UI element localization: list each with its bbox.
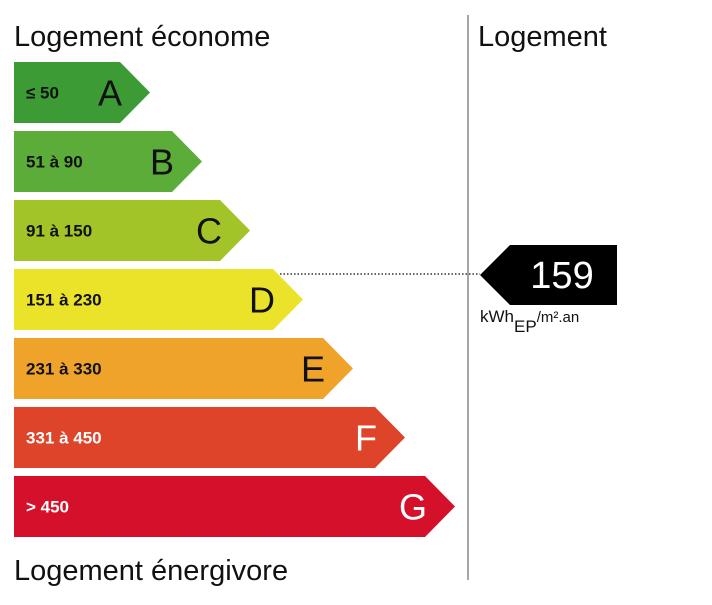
class-bar [14, 338, 353, 399]
right-title: Logement [478, 21, 607, 53]
class-letter: E [301, 349, 325, 390]
class-range: 91 à 150 [26, 222, 92, 241]
class-letter: B [150, 142, 174, 183]
class-letter: G [399, 487, 427, 528]
class-bar [14, 62, 150, 123]
unit: kWhEP/m².an [480, 307, 579, 336]
class-range: 331 à 450 [26, 429, 102, 448]
class-range: > 450 [26, 498, 69, 517]
bottom-title: Logement énergivore [14, 555, 288, 587]
unit-main: kWh [480, 307, 514, 326]
class-bar [14, 407, 405, 468]
class-bar [14, 476, 455, 537]
class-range: 151 à 230 [26, 291, 102, 310]
indicator-value: 159 [530, 255, 593, 297]
class-letter: F [355, 418, 377, 459]
class-letter: D [249, 280, 275, 321]
class-range: ≤ 50 [26, 84, 59, 103]
top-title: Logement économe [14, 21, 270, 53]
unit-tail: /m².an [537, 309, 580, 326]
class-bar [14, 269, 303, 330]
class-range: 231 à 330 [26, 360, 102, 379]
unit-sub: EP [514, 317, 537, 336]
class-letter: A [98, 73, 122, 114]
class-bar [14, 200, 250, 261]
class-bar [14, 131, 202, 192]
indicator-arrow [480, 245, 617, 305]
class-letter: C [196, 211, 222, 252]
class-range: 51 à 90 [26, 153, 83, 172]
